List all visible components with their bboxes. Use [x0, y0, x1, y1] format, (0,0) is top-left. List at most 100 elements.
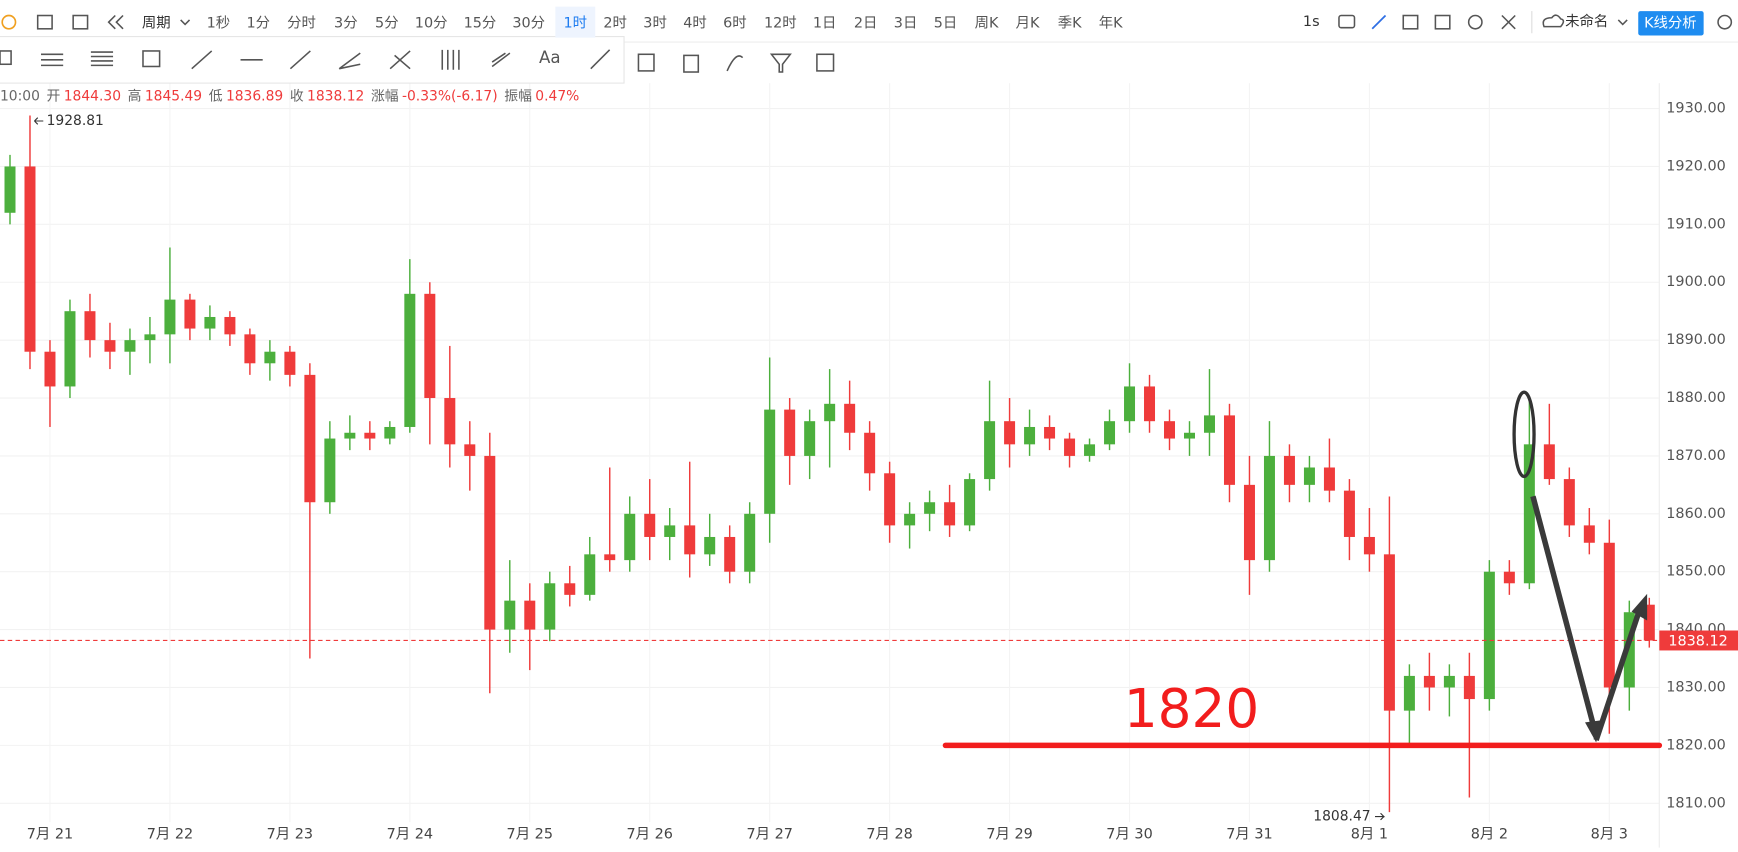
period-menu[interactable]: 周期	[142, 14, 171, 31]
refresh-rate[interactable]: 1s	[1303, 14, 1320, 30]
candle-body	[1064, 438, 1076, 456]
candle-body	[84, 311, 96, 341]
tool-trend[interactable]	[191, 50, 213, 70]
period-option[interactable]: 3日	[894, 15, 918, 31]
period-option[interactable]: 4时	[683, 14, 707, 31]
tool-cycle[interactable]	[441, 49, 460, 70]
pen-icon[interactable]	[1371, 14, 1387, 30]
candle-body	[1203, 415, 1215, 433]
period-option[interactable]: 5日	[934, 15, 958, 31]
tool-delete[interactable]	[683, 54, 700, 73]
candle-body	[1363, 536, 1375, 555]
tool-channel[interactable]	[491, 52, 511, 68]
info-value: 1836.89	[226, 88, 283, 104]
x-tick-label: 7月 30	[1106, 826, 1152, 842]
x-tick-label: 7月 26	[627, 826, 673, 842]
candle-body	[44, 351, 56, 387]
tool-rect[interactable]	[0, 50, 12, 66]
candle-body	[964, 479, 976, 526]
candle-body	[604, 554, 616, 561]
period-option[interactable]: 1时	[563, 14, 587, 31]
candle-body	[544, 583, 556, 630]
y-tick-label: 1890.00	[1666, 332, 1726, 348]
period-option[interactable]: 年K	[1099, 14, 1123, 31]
candle-body	[564, 583, 576, 595]
candle-body	[1523, 444, 1535, 584]
replay-icon[interactable]	[107, 14, 124, 30]
tool-fan[interactable]	[338, 52, 361, 70]
tool-pitch[interactable]	[389, 50, 411, 70]
cloud-icon[interactable]	[1542, 14, 1565, 28]
candle-body	[764, 409, 776, 514]
y-tick-label: 1920.00	[1666, 158, 1726, 174]
top-bar	[0, 0, 1738, 43]
period-option[interactable]: 5分	[375, 14, 399, 31]
y-tick-label: 1810.00	[1666, 795, 1726, 811]
period-option[interactable]: 1分	[246, 14, 270, 31]
info-label: 高	[128, 87, 142, 104]
y-tick-label: 1930.00	[1666, 101, 1726, 117]
period-option[interactable]: 2日	[854, 15, 878, 31]
tool-ray[interactable]	[289, 50, 311, 70]
period-option[interactable]: 1日	[813, 15, 837, 31]
info-value: 1838.12	[307, 88, 364, 104]
tool-note[interactable]	[637, 53, 655, 72]
info-time: 10:00	[0, 88, 40, 104]
calendar-icon[interactable]	[36, 14, 53, 30]
tool-box[interactable]	[142, 50, 161, 68]
period-option[interactable]: 6时	[723, 14, 747, 31]
logo-icon[interactable]	[1, 14, 17, 30]
candle-body	[1303, 467, 1315, 485]
active-period-bg	[555, 6, 596, 38]
candle-body	[1144, 386, 1156, 422]
period-option[interactable]: 3时	[643, 14, 667, 31]
add-icon[interactable]	[1402, 14, 1419, 30]
tool-filter[interactable]	[769, 53, 792, 73]
info-label: 开	[47, 88, 61, 104]
analysis-button-bg[interactable]	[1638, 11, 1704, 36]
candle-body	[124, 340, 136, 352]
period-option[interactable]: 1秒	[207, 14, 231, 31]
tool-fib[interactable]	[90, 51, 114, 67]
tool-text[interactable]: Aa	[539, 48, 561, 67]
workspace-name[interactable]: 未命名	[1565, 12, 1608, 30]
candle-body	[144, 334, 156, 341]
period-option[interactable]: 月K	[1016, 15, 1040, 31]
period-option[interactable]: 30分	[512, 14, 545, 31]
candle-body	[944, 502, 956, 526]
period-option[interactable]: 季K	[1058, 14, 1082, 31]
candle-body	[644, 513, 656, 537]
tool-lines[interactable]	[41, 53, 64, 67]
arrow-head	[1631, 593, 1648, 621]
y-tick-label: 1820.00	[1666, 737, 1726, 753]
x-tick-label: 8月 2	[1471, 826, 1508, 842]
period-option[interactable]: 分时	[287, 14, 316, 31]
candle-body	[1124, 386, 1136, 422]
period-option[interactable]: 2时	[603, 14, 627, 31]
settings-icon[interactable]	[1467, 14, 1483, 30]
period-option[interactable]: 10分	[415, 14, 448, 31]
tool-magnet[interactable]	[726, 55, 744, 72]
chevron	[1617, 19, 1628, 26]
period-option[interactable]: 周K	[975, 15, 999, 31]
period-option[interactable]: 3分	[334, 14, 358, 31]
tool-sync[interactable]	[816, 53, 835, 72]
tool-measure[interactable]	[590, 49, 611, 70]
share-icon[interactable]	[1717, 14, 1733, 30]
period-option[interactable]: 15分	[464, 14, 497, 31]
period-option[interactable]: 12时	[764, 14, 797, 31]
candle-body	[24, 166, 36, 352]
candle-body	[1084, 444, 1096, 456]
x-tick-label: 7月 28	[866, 826, 912, 842]
candle-body	[444, 398, 456, 445]
candle-body	[1164, 421, 1176, 439]
layout-icon[interactable]	[72, 14, 89, 30]
camera-icon[interactable]	[1338, 14, 1356, 29]
candle-body	[424, 293, 436, 399]
fullscreen-icon[interactable]	[1501, 14, 1516, 30]
calc-icon[interactable]	[1434, 14, 1451, 30]
analysis-button[interactable]: K线分析	[1644, 14, 1697, 31]
candle-body	[104, 340, 116, 352]
info-value: 1845.49	[145, 88, 202, 104]
x-tick-label: 7月 23	[267, 826, 313, 842]
